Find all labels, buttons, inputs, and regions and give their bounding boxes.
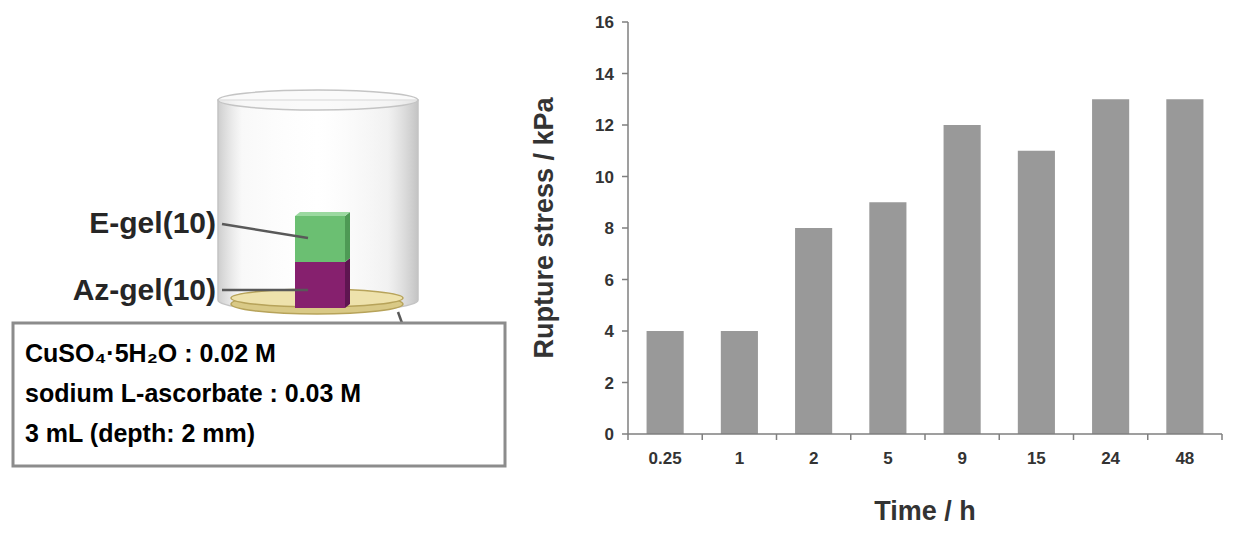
- e-gel-front: [295, 216, 345, 262]
- y-tick: [622, 21, 628, 23]
- e-gel-side: [345, 212, 350, 262]
- y-tick: [622, 382, 628, 384]
- x-tick-label: 24: [1101, 449, 1120, 468]
- beaker-rim: [218, 90, 418, 110]
- x-tick: [999, 434, 1001, 440]
- x-axis-title: Time / h: [874, 496, 976, 526]
- y-tick-label: 10: [595, 168, 614, 187]
- x-tick-label: 1: [735, 449, 744, 468]
- x-tick-label: 0.25: [649, 449, 682, 468]
- e-gel-top: [295, 212, 350, 216]
- gel-label: Az-gel(10): [73, 273, 216, 306]
- x-tick-label: 2: [809, 449, 818, 468]
- x-tick: [627, 434, 629, 440]
- x-tick-label: 15: [1027, 449, 1046, 468]
- solution-text: sodium L-ascorbate : 0.03 M: [25, 379, 361, 407]
- y-tick: [622, 176, 628, 178]
- x-tick-label: 9: [957, 449, 966, 468]
- y-tick: [622, 227, 628, 229]
- y-tick-label: 14: [595, 65, 614, 84]
- y-tick-label: 16: [595, 13, 614, 32]
- x-tick: [776, 434, 778, 440]
- figure: E-gel(10) Az-gel(10) CuSO₄·5H₂O : 0.02 M so…: [0, 0, 1240, 534]
- solution-text: 3 mL (depth: 2 mm): [25, 419, 255, 447]
- x-tick-label: 48: [1175, 449, 1194, 468]
- az-gel-front: [295, 262, 345, 308]
- x-tick: [1073, 434, 1075, 440]
- bar: [944, 125, 981, 434]
- y-tick-label: 6: [605, 271, 614, 290]
- y-tick-label: 4: [605, 322, 615, 341]
- y-tick-label: 8: [605, 219, 614, 238]
- az-gel-side: [345, 258, 350, 308]
- solution-box: [13, 323, 505, 466]
- gel-label: E-gel(10): [89, 206, 216, 239]
- y-axis-title: Rupture stress / kPa: [529, 96, 559, 358]
- x-tick: [1221, 434, 1223, 440]
- leader-line: [222, 224, 308, 238]
- x-tick: [1147, 434, 1149, 440]
- leader-line: [222, 289, 308, 292]
- y-tick-label: 2: [605, 374, 614, 393]
- solution-text: CuSO₄·5H₂O : 0.02 M: [25, 339, 276, 367]
- x-tick-label: 5: [883, 449, 892, 468]
- diagram: E-gel(10) Az-gel(10) CuSO₄·5H₂O : 0.02 M so…: [13, 90, 505, 466]
- x-tick: [702, 434, 704, 440]
- bar: [869, 202, 906, 434]
- beaker: [218, 100, 418, 312]
- y-tick: [622, 330, 628, 332]
- bar: [1092, 99, 1129, 434]
- x-tick: [924, 434, 926, 440]
- bar: [1018, 151, 1055, 434]
- y-tick-label: 12: [595, 116, 614, 135]
- y-tick: [622, 124, 628, 126]
- leader-line: [398, 312, 402, 323]
- bar: [1166, 99, 1203, 434]
- x-tick: [850, 434, 852, 440]
- chart: 02468101214160.251259152448Time / hRuptu…: [529, 13, 1222, 526]
- bar: [647, 331, 684, 434]
- bar: [795, 228, 832, 434]
- y-tick: [622, 433, 628, 435]
- bars: [647, 99, 1204, 434]
- y-tick: [622, 73, 628, 75]
- bar: [721, 331, 758, 434]
- y-tick: [622, 279, 628, 281]
- y-tick-label: 0: [605, 425, 614, 444]
